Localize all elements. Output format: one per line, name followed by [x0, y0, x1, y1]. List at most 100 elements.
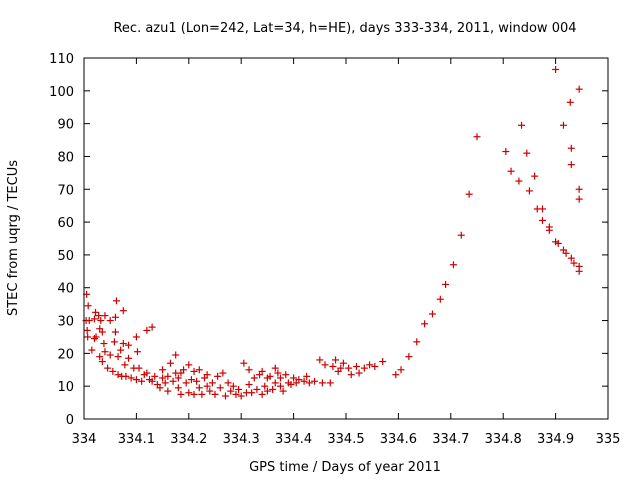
- data-point: [567, 161, 575, 169]
- data-point: [122, 372, 130, 380]
- data-point: [195, 384, 203, 392]
- x-tick-label: 335: [596, 432, 621, 447]
- data-point: [219, 369, 227, 377]
- data-point: [250, 374, 258, 382]
- x-tick-label: 334.5: [327, 432, 364, 447]
- data-point: [185, 361, 193, 369]
- data-point: [366, 361, 374, 369]
- data-point: [164, 372, 172, 380]
- data-point: [190, 390, 198, 398]
- data-point: [96, 353, 104, 361]
- data-point: [83, 326, 91, 334]
- y-tick-label: 80: [57, 150, 74, 165]
- data-point: [318, 379, 326, 387]
- data-point: [97, 317, 105, 325]
- data-point: [208, 379, 216, 387]
- x-tick-label: 334.7: [432, 432, 469, 447]
- data-point: [85, 317, 93, 325]
- data-point: [106, 317, 114, 325]
- data-point: [562, 249, 570, 257]
- data-point: [300, 377, 308, 385]
- data-point: [575, 85, 583, 93]
- data-point: [182, 379, 190, 387]
- data-point: [311, 377, 319, 385]
- data-point: [258, 390, 266, 398]
- data-point: [339, 359, 347, 367]
- data-point: [132, 333, 140, 341]
- x-tick-label: 334.1: [118, 432, 155, 447]
- y-tick-label: 0: [66, 413, 74, 428]
- data-point: [172, 351, 180, 359]
- data-point: [287, 381, 295, 389]
- y-tick-label: 30: [57, 315, 74, 330]
- data-point: [127, 374, 135, 382]
- data-point: [347, 371, 355, 379]
- data-point: [224, 379, 232, 387]
- data-point: [290, 374, 298, 382]
- data-point: [531, 172, 539, 180]
- data-point: [159, 366, 167, 374]
- data-point: [151, 372, 159, 380]
- data-point: [269, 385, 277, 393]
- data-point: [203, 382, 211, 390]
- data-point: [379, 358, 387, 366]
- data-point: [473, 133, 481, 141]
- data-point: [457, 231, 465, 239]
- data-point: [515, 177, 523, 185]
- data-point: [148, 377, 156, 385]
- data-point: [237, 392, 245, 400]
- data-point: [119, 340, 127, 348]
- data-point: [392, 371, 400, 379]
- data-point: [321, 361, 329, 369]
- data-point: [180, 366, 188, 374]
- data-point: [567, 144, 575, 152]
- data-point: [295, 376, 303, 384]
- data-point: [240, 359, 248, 367]
- data-point: [245, 366, 253, 374]
- data-point: [111, 328, 119, 336]
- data-point: [575, 195, 583, 203]
- data-point: [164, 387, 172, 395]
- data-point: [266, 372, 274, 380]
- data-point: [352, 362, 360, 370]
- data-point: [545, 223, 553, 231]
- data-point: [177, 390, 185, 398]
- data-point: [111, 313, 119, 321]
- data-point: [88, 346, 96, 354]
- data-point: [305, 379, 313, 387]
- data-point: [187, 376, 195, 384]
- data-point: [271, 364, 279, 372]
- data-point: [232, 390, 240, 398]
- x-tick-label: 334: [72, 432, 97, 447]
- data-point: [161, 379, 169, 387]
- data-point: [198, 390, 206, 398]
- x-tick-label: 334.6: [380, 432, 417, 447]
- data-point: [371, 362, 379, 370]
- data-point: [119, 307, 127, 315]
- y-tick-label: 70: [57, 183, 74, 198]
- x-tick-label: 334.3: [223, 432, 260, 447]
- data-point: [316, 356, 324, 364]
- data-point: [245, 381, 253, 389]
- data-point: [248, 389, 256, 397]
- data-point: [518, 121, 526, 129]
- data-point: [98, 328, 106, 336]
- data-point: [206, 387, 214, 395]
- data-point: [502, 148, 510, 156]
- y-tick-label: 110: [49, 52, 74, 67]
- data-point: [566, 98, 574, 106]
- data-point: [397, 366, 405, 374]
- data-point: [125, 354, 133, 362]
- data-point: [90, 315, 98, 323]
- y-axis-label: STEC from uqrg / TECUs: [6, 160, 21, 316]
- data-point: [203, 371, 211, 379]
- plot-frame: [83, 57, 609, 420]
- data-point: [92, 333, 100, 341]
- data-point: [326, 379, 334, 387]
- data-point: [143, 369, 151, 377]
- data-point: [575, 267, 583, 275]
- data-point: [263, 387, 271, 395]
- data-point: [552, 65, 560, 73]
- x-tick-label: 334.2: [170, 432, 207, 447]
